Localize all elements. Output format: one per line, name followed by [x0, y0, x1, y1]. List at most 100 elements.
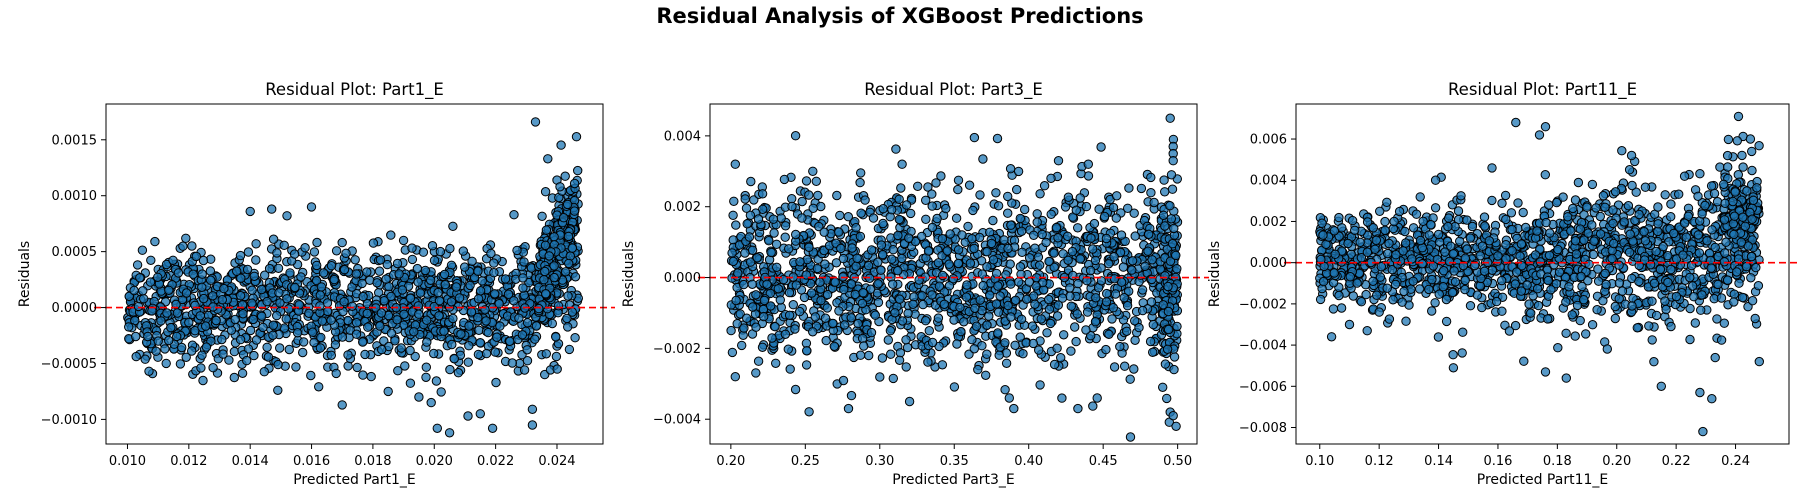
data-point: [282, 294, 292, 304]
data-point: [991, 268, 1002, 279]
data-point: [1497, 198, 1507, 209]
data-point: [178, 241, 188, 251]
data-point: [375, 321, 385, 331]
data-point: [229, 372, 240, 383]
data-point: [1608, 218, 1618, 229]
data-point: [564, 258, 574, 269]
data-point: [541, 349, 551, 359]
data-point: [1328, 304, 1339, 314]
data-point: [315, 290, 325, 300]
data-point: [961, 292, 972, 302]
data-point: [1350, 225, 1360, 236]
data-point: [1127, 265, 1137, 275]
data-point: [1134, 322, 1144, 333]
data-point: [804, 407, 814, 417]
data-point: [124, 322, 134, 332]
data-point: [243, 247, 254, 257]
data-point: [505, 336, 515, 346]
data-point: [454, 293, 465, 303]
data-point: [1722, 275, 1733, 285]
data-point: [1707, 225, 1717, 235]
data-point: [1034, 345, 1044, 355]
x-tick-label: 0.45: [1089, 454, 1118, 469]
data-point: [801, 176, 812, 186]
data-point: [735, 309, 745, 319]
data-point: [1747, 165, 1757, 176]
data-point: [1001, 358, 1012, 368]
data-point: [746, 176, 756, 187]
data-point: [315, 301, 325, 311]
data-point: [917, 291, 927, 301]
data-point: [1120, 361, 1130, 371]
data-point: [1504, 326, 1515, 336]
data-point: [296, 272, 306, 282]
data-point: [173, 268, 184, 278]
data-point: [1619, 217, 1629, 227]
data-point: [337, 400, 347, 410]
data-point: [838, 253, 849, 264]
data-point: [229, 346, 240, 357]
data-point: [1137, 285, 1148, 295]
data-point: [135, 273, 145, 283]
data-point: [1450, 277, 1461, 287]
data-point: [1497, 275, 1507, 286]
data-point: [556, 140, 566, 150]
data-point: [1315, 294, 1326, 305]
data-point: [1408, 223, 1419, 233]
data-point: [1006, 279, 1016, 289]
data-point: [1071, 205, 1082, 215]
data-point: [393, 366, 403, 376]
data-point: [283, 304, 294, 314]
data-point: [559, 213, 569, 223]
data-point: [847, 243, 857, 253]
data-point: [991, 188, 1001, 198]
data-point: [1003, 300, 1013, 311]
data-point: [973, 364, 983, 375]
data-point: [766, 247, 776, 258]
data-point: [298, 347, 308, 358]
data-point: [1564, 282, 1574, 292]
data-point: [1475, 251, 1485, 261]
data-point: [1589, 236, 1599, 246]
data-point: [181, 233, 191, 244]
data-point: [544, 251, 554, 261]
data-point: [894, 214, 904, 225]
data-point: [509, 296, 519, 306]
data-point: [821, 335, 831, 346]
data-point: [541, 225, 552, 235]
data-point: [473, 349, 484, 360]
data-point: [953, 258, 963, 269]
data-point: [475, 409, 485, 419]
data-point: [153, 336, 163, 346]
data-point: [757, 342, 768, 352]
data-point: [804, 190, 814, 200]
data-point: [1073, 223, 1083, 233]
data-point: [1029, 230, 1039, 241]
data-point: [891, 144, 901, 154]
chart-panel-1: 0.010 0.012 0.014 0.016 0.018 0.020 0.022 0.024…: [17, 80, 615, 488]
data-point: [268, 330, 278, 340]
chart-panel-3: 0.10 0.12 0.14 0.16 0.18 0.20 0.22 0.24−0.008−0…: [1207, 80, 1800, 488]
data-point: [1111, 213, 1122, 223]
data-point: [405, 378, 416, 388]
data-point: [822, 289, 833, 300]
data-point: [968, 205, 978, 216]
data-point: [1583, 276, 1593, 286]
data-point: [503, 289, 514, 299]
data-point: [440, 279, 450, 290]
data-point: [1480, 221, 1490, 231]
data-point: [846, 313, 856, 323]
data-point: [932, 213, 942, 224]
data-point: [1160, 271, 1170, 281]
data-point: [1448, 249, 1459, 259]
data-point: [131, 351, 141, 362]
data-point: [1518, 207, 1528, 218]
data-point: [551, 332, 561, 342]
data-point: [836, 243, 846, 254]
data-point: [1059, 330, 1069, 340]
data-point: [1166, 170, 1177, 180]
x-tick-label: 0.30: [865, 454, 894, 469]
data-point: [1587, 220, 1597, 230]
data-point: [1660, 296, 1670, 306]
data-point: [1146, 172, 1156, 183]
